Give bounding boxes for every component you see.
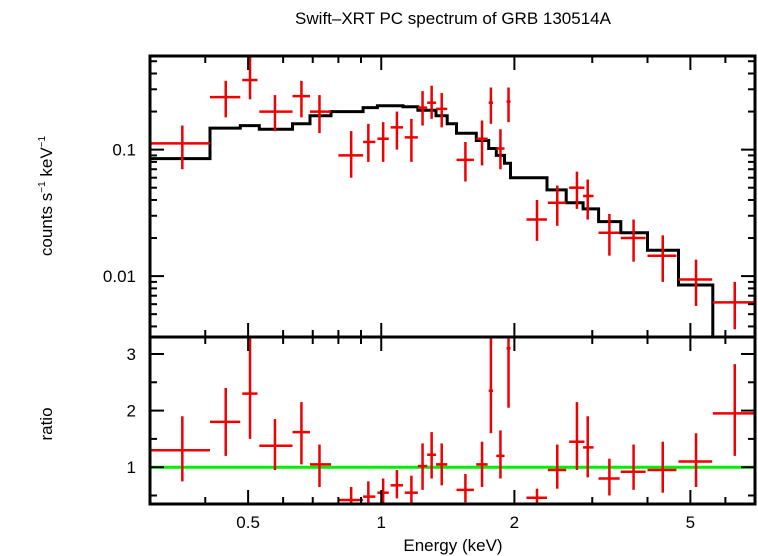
ylabel-exponent-2: −1 <box>37 135 48 147</box>
ratio-data-point <box>390 470 404 499</box>
ratio-data-point <box>309 444 332 488</box>
spectrum-data-point <box>647 235 677 282</box>
top-panel-ylabel: counts s−1 keV−1 <box>37 135 56 256</box>
spectrum-data-point <box>620 219 646 262</box>
ratio-data-point <box>547 444 567 489</box>
spectrum-data-point <box>404 118 418 162</box>
ratio-data-point <box>209 387 241 456</box>
spectrum-data-point <box>712 281 755 330</box>
spectrum-data-point <box>259 95 293 132</box>
ratio-y-tick-label: 3 <box>127 345 136 364</box>
ylabel-unit: keV <box>37 147 56 182</box>
ratio-data-point <box>526 488 547 504</box>
spectrum-panel-content <box>150 56 755 337</box>
spectrum-data-point <box>456 141 474 182</box>
spectrum-data-point <box>598 213 620 256</box>
spectrum-data-point <box>476 120 488 166</box>
spectrum-data-point <box>547 185 567 226</box>
spectrum-data-point <box>506 87 511 123</box>
spectrum-data-point <box>436 93 448 128</box>
spectrum-data-point <box>242 56 258 100</box>
ratio-data-point <box>506 337 511 408</box>
plot-layer: 0.5 1 2 5 0.1 0.01 1 2 3 <box>103 54 757 532</box>
ratio-data-point <box>363 481 376 504</box>
spectrum-data-point <box>569 171 585 209</box>
ratio-data-point <box>436 443 448 486</box>
spectrum-data-point <box>363 123 376 162</box>
ratio-data-point <box>417 443 428 490</box>
x-tick-label: 0.5 <box>236 513 260 532</box>
ratio-data-point <box>583 416 594 478</box>
spectrum-data-point <box>488 87 494 124</box>
ratio-panel-content <box>150 337 755 504</box>
spectrum-data-point <box>377 122 389 162</box>
ratio-y-tick-label: 2 <box>127 402 136 421</box>
ratio-data-point <box>569 402 585 471</box>
ratio-y-tick-label: 1 <box>127 458 136 477</box>
ratio-data-point <box>476 441 488 488</box>
ratio-panel-frame <box>148 335 757 506</box>
ratio-data-point <box>712 364 755 456</box>
spectrum-data-point <box>390 111 404 150</box>
ratio-data-point <box>150 416 210 482</box>
spectrum-y-tick-label: 0.1 <box>112 141 136 160</box>
spectrum-data-point <box>427 85 437 119</box>
model-step-line <box>150 104 715 337</box>
spectrum-data-point <box>417 91 428 126</box>
ratio-data-point <box>377 478 389 504</box>
spectrum-data-point <box>309 95 332 134</box>
ratio-data-point <box>488 337 494 434</box>
spectrum-data-point <box>292 80 310 118</box>
ratio-data-point <box>647 441 677 493</box>
ratio-data-point <box>678 433 713 488</box>
x-tick-label: 5 <box>686 513 695 532</box>
ratio-data-point <box>292 402 310 465</box>
ylabel-exponent-1: −1 <box>37 181 48 193</box>
spectrum-data-point <box>338 131 364 178</box>
ratio-data-point <box>404 475 418 504</box>
x-axis-label: Energy (keV) <box>403 536 502 555</box>
spectrum-data-point <box>496 129 505 170</box>
ratio-data-point <box>620 444 646 490</box>
x-tick-label: 2 <box>510 513 519 532</box>
ratio-data-point <box>259 419 293 471</box>
ratio-data-point <box>242 337 258 439</box>
chart-title: Swift–XRT PC spectrum of GRB 130514A <box>295 9 612 28</box>
spectrum-data-point <box>150 125 210 170</box>
spectrum-data-point <box>526 199 547 241</box>
ratio-data-point <box>598 458 620 496</box>
ratio-data-point <box>496 430 505 479</box>
spectrum-panel-frame <box>148 54 757 339</box>
x-tick-label: 1 <box>377 513 386 532</box>
spectrum-data-point <box>209 80 241 118</box>
bottom-panel-ylabel: ratio <box>37 407 56 440</box>
spectrum-y-tick-label: 0.01 <box>103 267 136 286</box>
ylabel-base: counts s <box>37 193 56 256</box>
ratio-data-point <box>456 473 474 503</box>
spectrum-data-point <box>678 259 713 307</box>
spectrum-data-point <box>583 179 594 220</box>
ratio-data-point <box>427 432 437 479</box>
ratio-data-point <box>338 487 364 504</box>
